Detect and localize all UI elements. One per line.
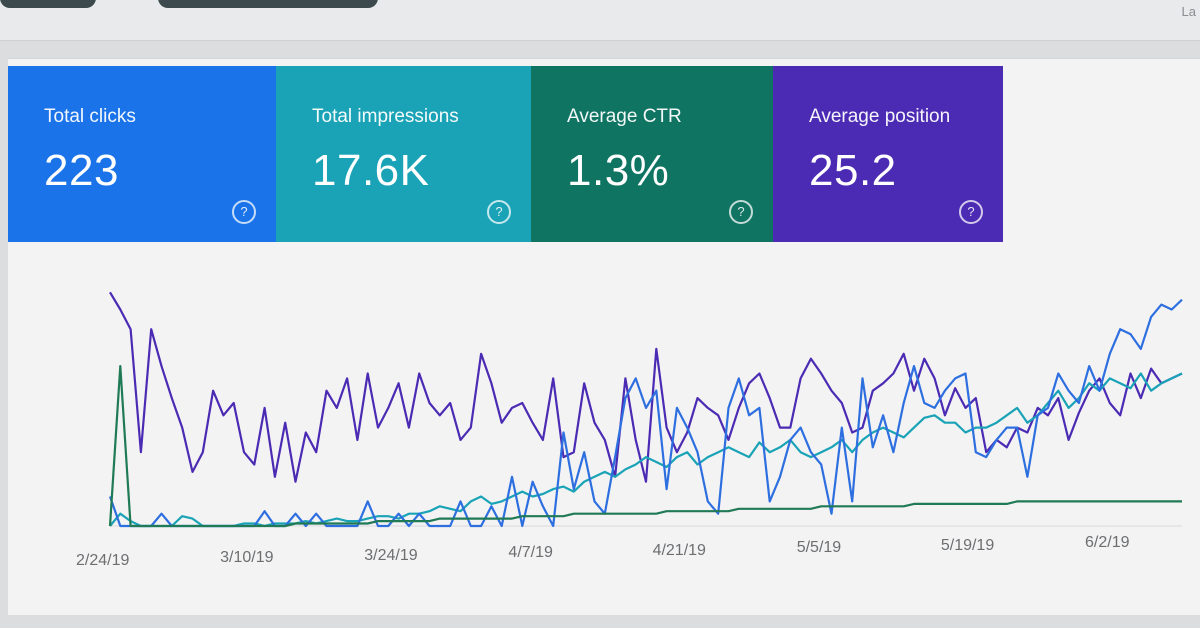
x-tick-label: 3/24/19 xyxy=(364,546,418,564)
top-tab-button[interactable] xyxy=(158,0,378,8)
series-line-0 xyxy=(109,291,1183,483)
metric-card-average-position[interactable]: Average position 25.2 ? xyxy=(773,66,1003,242)
x-tick-label: 5/19/19 xyxy=(940,536,995,554)
help-icon[interactable]: ? xyxy=(729,200,753,224)
metric-label: Total impressions xyxy=(312,106,459,127)
x-tick-label: 4/21/19 xyxy=(652,541,706,559)
metric-value: 17.6K xyxy=(312,146,430,195)
x-tick-label: 3/10/19 xyxy=(220,549,274,567)
top-tab-button[interactable] xyxy=(0,0,96,8)
metric-value: 223 xyxy=(44,146,119,195)
help-icon[interactable]: ? xyxy=(959,200,983,224)
x-tick-label: 2/24/19 xyxy=(76,552,130,569)
metric-label: Total clicks xyxy=(44,106,136,127)
x-tick-label: 4/7/19 xyxy=(508,544,553,562)
top-right-label: La xyxy=(1181,4,1196,19)
series-line-2 xyxy=(108,298,1183,528)
metric-label: Average CTR xyxy=(567,106,682,127)
help-icon[interactable]: ? xyxy=(232,200,256,224)
metric-card-average-ctr[interactable]: Average CTR 1.3% ? xyxy=(531,66,773,242)
metric-cards: Total clicks 223 ? Total impressions 17.… xyxy=(8,66,1003,242)
x-tick-label: 5/5/19 xyxy=(796,539,842,557)
x-tick-label: 6/2/19 xyxy=(1085,534,1130,551)
metric-value: 1.3% xyxy=(567,146,670,195)
help-icon[interactable]: ? xyxy=(487,200,511,224)
top-bar: La xyxy=(0,0,1200,41)
metric-card-total-clicks[interactable]: Total clicks 223 ? xyxy=(8,66,276,242)
series-line-3 xyxy=(108,365,1182,528)
metric-card-total-impressions[interactable]: Total impressions 17.6K ? xyxy=(276,66,531,242)
metric-value: 25.2 xyxy=(809,146,897,195)
metric-label: Average position xyxy=(809,106,951,127)
